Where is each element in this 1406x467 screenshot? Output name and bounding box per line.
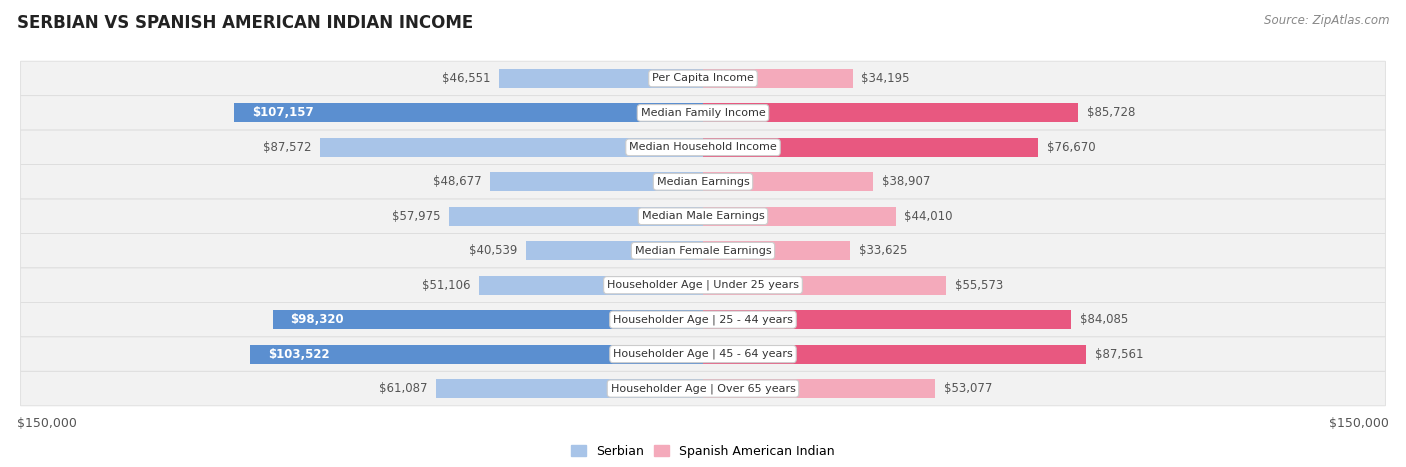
Text: $87,572: $87,572 — [263, 141, 311, 154]
Bar — [703, 69, 852, 88]
FancyBboxPatch shape — [21, 303, 1385, 337]
Text: Householder Age | 45 - 64 years: Householder Age | 45 - 64 years — [613, 349, 793, 359]
Legend: Serbian, Spanish American Indian: Serbian, Spanish American Indian — [571, 445, 835, 458]
Text: SERBIAN VS SPANISH AMERICAN INDIAN INCOME: SERBIAN VS SPANISH AMERICAN INDIAN INCOM… — [17, 14, 474, 32]
Bar — [273, 310, 703, 329]
Text: $51,106: $51,106 — [422, 279, 471, 292]
Text: $107,157: $107,157 — [252, 106, 314, 120]
FancyBboxPatch shape — [21, 164, 1385, 199]
Text: $53,077: $53,077 — [943, 382, 993, 395]
Bar — [235, 103, 703, 122]
Text: Householder Age | Under 25 years: Householder Age | Under 25 years — [607, 280, 799, 290]
Bar — [703, 207, 896, 226]
Text: Per Capita Income: Per Capita Income — [652, 73, 754, 84]
Bar — [499, 69, 703, 88]
Text: Median Household Income: Median Household Income — [628, 142, 778, 152]
Bar — [526, 241, 703, 260]
FancyBboxPatch shape — [21, 61, 1385, 96]
Text: Median Male Earnings: Median Male Earnings — [641, 211, 765, 221]
Text: Householder Age | Over 65 years: Householder Age | Over 65 years — [610, 383, 796, 394]
FancyBboxPatch shape — [21, 268, 1385, 303]
FancyBboxPatch shape — [21, 130, 1385, 164]
Bar — [703, 310, 1071, 329]
Text: $55,573: $55,573 — [955, 279, 1002, 292]
FancyBboxPatch shape — [21, 337, 1385, 371]
Text: $87,561: $87,561 — [1095, 347, 1143, 361]
Text: $46,551: $46,551 — [441, 72, 491, 85]
Text: Householder Age | 25 - 44 years: Householder Age | 25 - 44 years — [613, 314, 793, 325]
FancyBboxPatch shape — [21, 371, 1385, 406]
Text: $103,522: $103,522 — [267, 347, 329, 361]
FancyBboxPatch shape — [21, 234, 1385, 268]
Text: $98,320: $98,320 — [291, 313, 344, 326]
Text: Median Family Income: Median Family Income — [641, 108, 765, 118]
Bar — [703, 276, 946, 295]
Text: $57,975: $57,975 — [392, 210, 440, 223]
Text: $76,670: $76,670 — [1047, 141, 1095, 154]
Bar — [703, 138, 1039, 157]
Text: $34,195: $34,195 — [862, 72, 910, 85]
Text: Median Earnings: Median Earnings — [657, 177, 749, 187]
Bar — [250, 345, 703, 364]
Bar — [703, 172, 873, 191]
Bar — [703, 103, 1078, 122]
Bar — [703, 345, 1085, 364]
Bar — [479, 276, 703, 295]
Bar — [491, 172, 703, 191]
Text: $85,728: $85,728 — [1087, 106, 1135, 120]
Text: $44,010: $44,010 — [904, 210, 953, 223]
Bar — [436, 379, 703, 398]
Bar — [703, 241, 851, 260]
Text: $61,087: $61,087 — [378, 382, 427, 395]
Text: $84,085: $84,085 — [1080, 313, 1128, 326]
Text: $40,539: $40,539 — [468, 244, 517, 257]
Bar — [703, 379, 935, 398]
Bar — [450, 207, 703, 226]
FancyBboxPatch shape — [21, 96, 1385, 130]
Text: Median Female Earnings: Median Female Earnings — [634, 246, 772, 256]
FancyBboxPatch shape — [21, 199, 1385, 234]
Text: $38,907: $38,907 — [882, 175, 931, 188]
Text: $33,625: $33,625 — [859, 244, 907, 257]
Bar — [321, 138, 703, 157]
Text: Source: ZipAtlas.com: Source: ZipAtlas.com — [1264, 14, 1389, 27]
Text: $48,677: $48,677 — [433, 175, 481, 188]
